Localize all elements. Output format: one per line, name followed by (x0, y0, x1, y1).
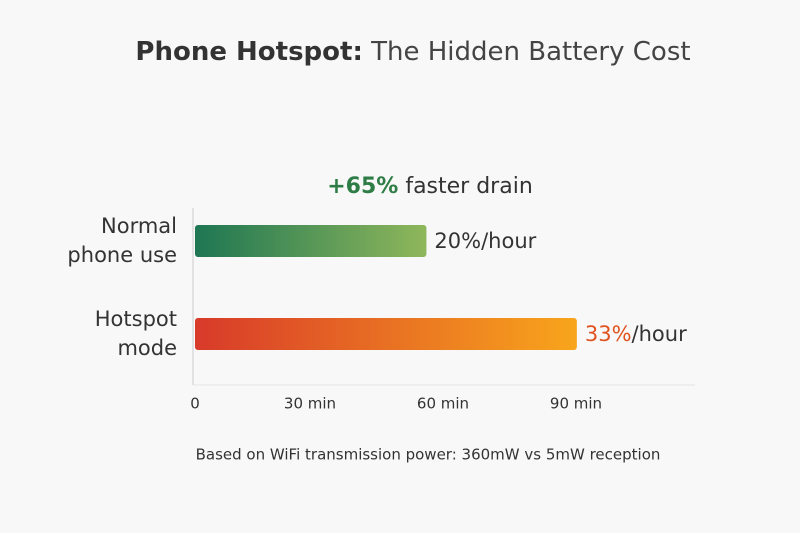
value-label: 33%/hour (585, 322, 687, 346)
footnote: Based on WiFi transmission power: 360mW … (196, 446, 661, 464)
category-label: Hotspot mode (95, 307, 177, 360)
x-tick-label: 0 (190, 395, 200, 413)
x-tick-label: 90 min (550, 395, 602, 413)
bar (195, 318, 577, 350)
annotation: +65% faster drain (327, 174, 533, 199)
x-tick-label: 60 min (417, 395, 469, 413)
value-label: 20%/hour (434, 229, 536, 253)
x-tick-label: 30 min (284, 395, 336, 413)
category-label: Normal phone use (61, 214, 177, 267)
bar (195, 225, 427, 257)
chart-title: Phone Hotspot: The Hidden Battery Cost (135, 37, 690, 67)
